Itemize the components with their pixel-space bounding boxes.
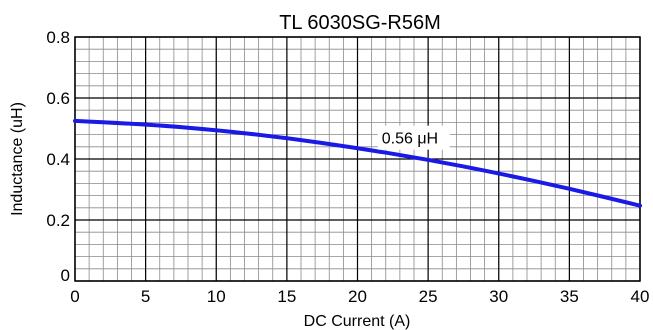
x-tick-label: 0 xyxy=(70,287,79,306)
x-tick-label: 35 xyxy=(560,287,579,306)
y-axis-label: Inductance (uH) xyxy=(9,102,26,216)
x-tick-label: 25 xyxy=(419,287,438,306)
x-tick-label: 5 xyxy=(141,287,150,306)
y-tick-label: 0.6 xyxy=(46,89,70,108)
x-tick-label: 10 xyxy=(207,287,226,306)
plot-frame xyxy=(74,36,641,282)
series-layer xyxy=(73,118,642,208)
inductance-curve xyxy=(73,118,642,208)
chart-title: TL 6030SG-R56M xyxy=(279,12,441,34)
y-tick-label: 0.8 xyxy=(46,28,70,47)
annotation-background xyxy=(377,125,450,150)
x-axis-label: DC Current (A) xyxy=(304,313,411,330)
y-tick-label: 0.4 xyxy=(46,150,70,169)
x-tick-label: 40 xyxy=(631,287,650,306)
x-tick-labels: 0 5 10 15 20 25 30 35 40 xyxy=(70,287,649,306)
x-tick-label: 15 xyxy=(277,287,296,306)
y-tick-label: 0.2 xyxy=(46,211,70,230)
y-tick-label: 0 xyxy=(61,266,70,285)
x-tick-label: 20 xyxy=(348,287,367,306)
x-tick-label: 30 xyxy=(489,287,508,306)
annotation-label: 0.56 μH xyxy=(382,131,438,148)
y-tick-labels: 0 0.2 0.4 0.6 0.8 xyxy=(46,28,70,285)
